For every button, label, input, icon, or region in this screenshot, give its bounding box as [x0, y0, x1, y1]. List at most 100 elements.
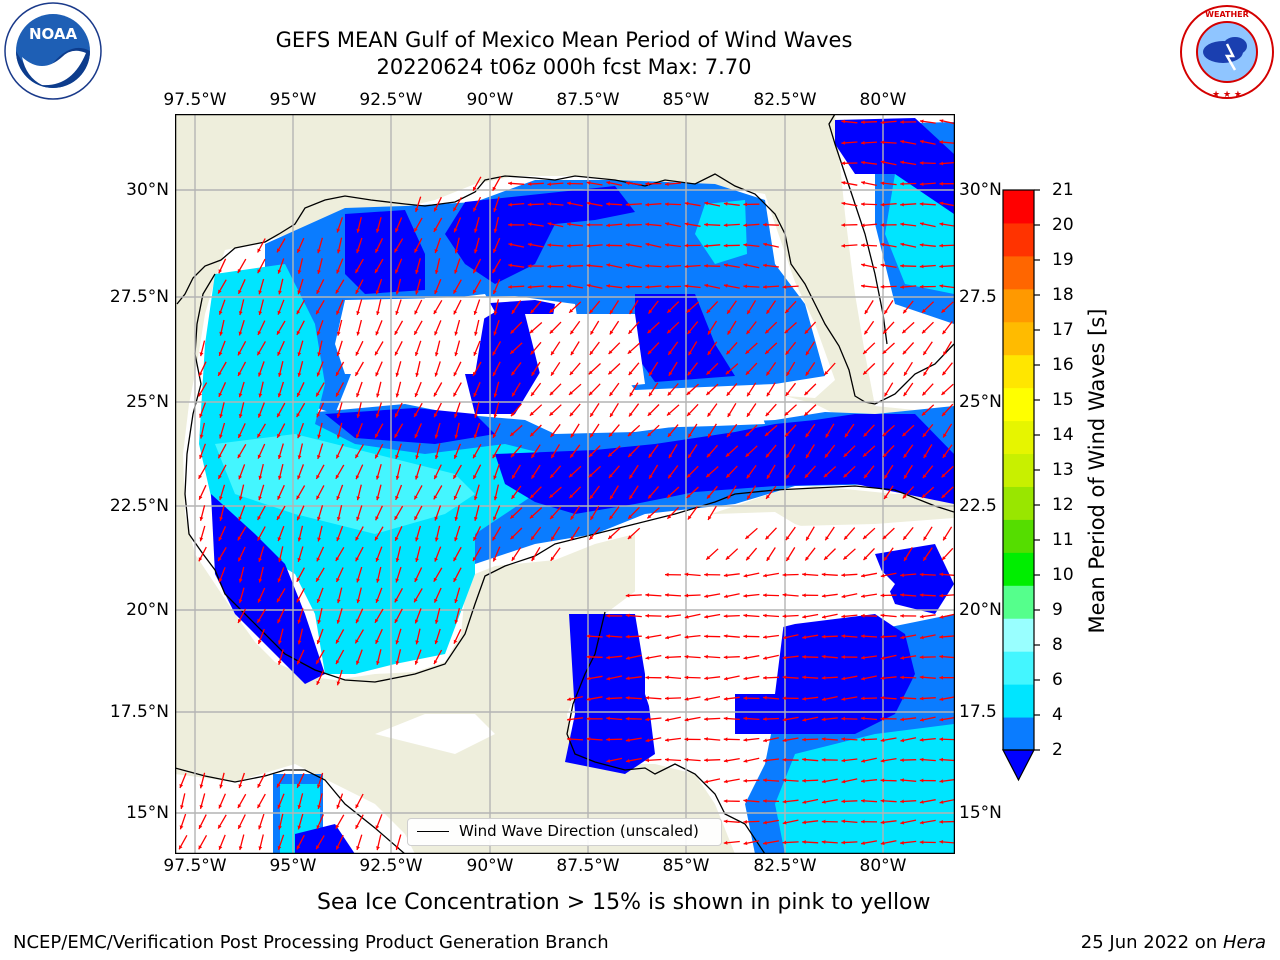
wind-wave-arrowhead	[606, 737, 610, 742]
wind-wave-arrowhead	[782, 799, 787, 804]
wind-wave-arrowhead	[880, 284, 885, 289]
wind-wave-arrowhead	[237, 804, 242, 809]
wind-wave-arrowhead	[802, 696, 806, 701]
wind-wave-arrowhead	[903, 392, 908, 397]
wind-wave-arrowhead	[336, 331, 341, 336]
wind-wave-arrowhead	[297, 248, 301, 253]
wind-wave-arrowhead	[257, 536, 261, 541]
wind-wave-arrowhead	[765, 329, 770, 334]
wind-wave-arrowhead	[258, 475, 263, 480]
wind-wave-arrowhead	[198, 474, 202, 479]
wind-wave-arrowhead	[861, 160, 865, 165]
wind-wave-arrowhead	[277, 351, 281, 356]
wind-wave-arrowhead	[550, 556, 555, 561]
wind-wave-arrowhead	[625, 696, 630, 700]
wind-wave-arrowhead	[589, 535, 594, 540]
wind-wave-arrowhead	[942, 330, 947, 335]
wind-wave-arrowhead	[919, 820, 924, 825]
wind-wave-arrowhead	[609, 392, 614, 396]
wind-wave-arrowhead	[493, 393, 498, 398]
wind-wave-arrowhead	[453, 557, 457, 562]
wind-wave-arrowhead	[356, 599, 361, 604]
wind-wave-arrowhead	[586, 243, 591, 248]
wind-wave-arrowhead	[547, 182, 552, 186]
wind-wave-arrowhead	[433, 577, 438, 582]
wind-wave-arrowhead	[317, 784, 321, 789]
wind-wave-arrowhead	[512, 392, 516, 397]
wind-wave-arrowhead	[900, 717, 904, 722]
wind-wave-arrowhead	[629, 474, 633, 479]
wind-wave-arrowhead	[921, 411, 926, 416]
graticule	[175, 114, 954, 853]
wind-wave-arrowhead	[647, 514, 652, 519]
wind-wave-arrowhead	[684, 675, 689, 680]
coastline	[176, 173, 954, 405]
colorbar-tick-label: 6	[1052, 670, 1063, 690]
wind-wave-arrowhead	[746, 474, 751, 479]
wind-wave-arrowhead	[493, 290, 497, 294]
wind-wave-arrowhead	[586, 223, 591, 227]
wind-wave-arrowhead	[590, 515, 594, 520]
wind-wave-arrowhead	[296, 495, 300, 500]
wind-wave-arrowhead	[900, 696, 904, 700]
wind-wave-arrowhead	[375, 536, 379, 541]
wind-wave-arrowhead	[606, 696, 610, 701]
colorbar-tick-label: 18	[1052, 285, 1074, 305]
wind-wave-arrowhead	[355, 557, 359, 562]
wind-wave-arrowhead	[784, 411, 789, 416]
wind-wave-arrowhead	[763, 717, 767, 721]
wind-wave-arrowhead	[821, 840, 826, 844]
wind-wave-arrowhead	[645, 696, 650, 700]
wind-wave-arrowhead	[394, 619, 399, 623]
wind-wave-arrowhead	[645, 222, 650, 227]
wind-wave-arrowhead	[316, 310, 320, 315]
wind-wave-arrowhead	[508, 222, 512, 227]
wind-wave-arrowhead	[258, 846, 263, 851]
wind-wave-arrowhead	[551, 454, 555, 459]
lat-tick-left: 17.5°N	[109, 702, 169, 722]
wind-wave-arrowhead	[923, 556, 927, 561]
wind-wave-arrowhead	[723, 283, 728, 288]
wind-wave-arrowhead	[434, 207, 438, 212]
wind-wave-arrowhead	[942, 371, 947, 376]
wind-wave-arrowhead	[296, 330, 301, 335]
wind-wave-arrowhead	[434, 372, 439, 377]
wind-wave-arrowhead	[861, 223, 865, 228]
wind-wave-arrowhead	[802, 737, 806, 742]
wind-wave-arrowhead	[746, 556, 750, 561]
wind-wave-arrowhead	[415, 640, 420, 645]
colorbar-bin	[1003, 519, 1034, 553]
wind-wave-arrowhead	[841, 614, 846, 619]
wind-wave-arrowhead	[277, 804, 282, 809]
wind-wave-arrowhead	[277, 393, 282, 398]
wind-wave-arrowhead	[880, 798, 885, 803]
wind-wave-arrowhead	[199, 805, 204, 809]
wind-wave-arrowhead	[629, 392, 634, 397]
wind-wave-arrowhead	[508, 285, 512, 289]
wind-wave-arrowhead	[316, 413, 321, 418]
wind-wave-arrowhead	[684, 222, 689, 226]
wind-wave-arrowhead	[414, 227, 418, 232]
wind-wave-arrowhead	[687, 371, 692, 376]
wind-wave-arrowhead	[493, 208, 497, 212]
wind-wave-arrowhead	[434, 270, 439, 274]
wind-wave-arrowhead	[645, 593, 650, 597]
wind-wave-arrowhead	[919, 119, 924, 124]
wind-wave-arrowhead	[257, 598, 262, 603]
wind-wave-arrowhead	[278, 558, 282, 562]
wind-wave-arrowhead	[547, 284, 551, 289]
wind-wave-arrowhead	[336, 228, 341, 233]
wind-wave-arrowhead	[645, 242, 650, 247]
wind-wave-arrowhead	[415, 475, 419, 480]
wind-wave-arrowhead	[569, 308, 573, 313]
wind-wave-arrowhead	[199, 537, 204, 542]
wind-wave-arrowhead	[510, 329, 515, 334]
wind-wave-arrowhead	[684, 697, 689, 701]
wind-wave-arrowhead	[864, 474, 868, 479]
wind-wave-arrowhead	[625, 181, 630, 186]
wind-wave-arrowhead	[939, 140, 944, 145]
wind-wave-arrowhead	[880, 223, 885, 227]
wind-wave-arrowhead	[586, 655, 591, 659]
wind-wave-arrowhead	[704, 654, 708, 659]
wind-wave-arrowhead	[883, 329, 887, 334]
